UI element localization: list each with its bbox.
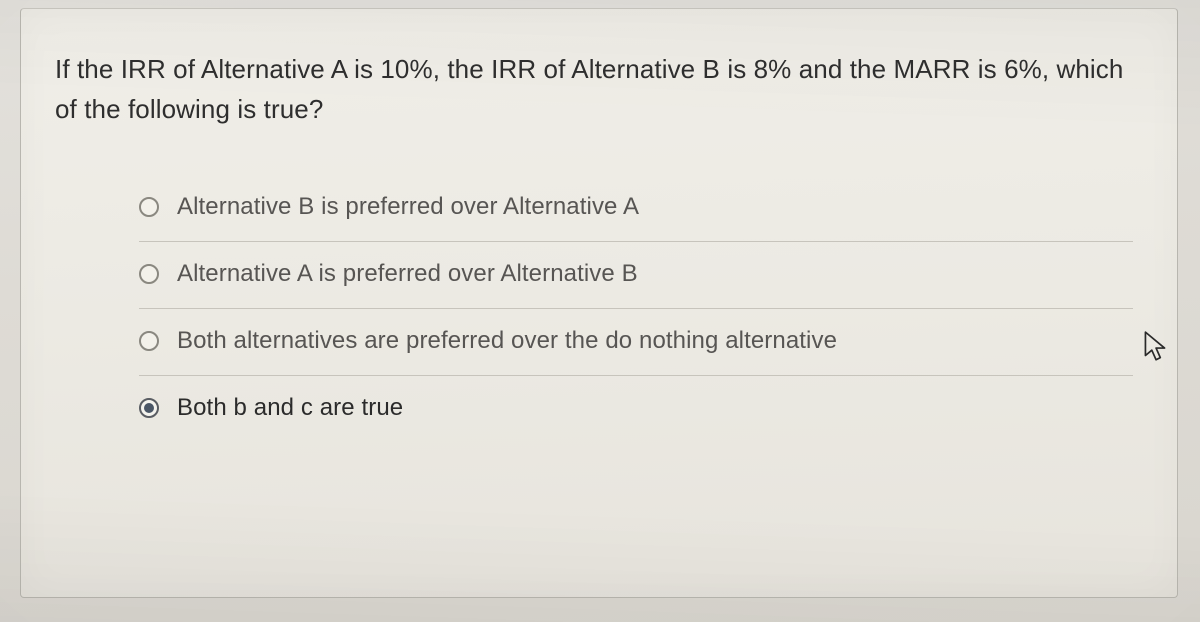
option-label: Both alternatives are preferred over the… bbox=[177, 327, 837, 355]
radio-icon[interactable] bbox=[139, 197, 159, 217]
option-b[interactable]: Alternative A is preferred over Alternat… bbox=[139, 241, 1133, 308]
option-c[interactable]: Both alternatives are preferred over the… bbox=[139, 308, 1133, 375]
radio-icon[interactable] bbox=[139, 331, 159, 351]
radio-icon[interactable] bbox=[139, 398, 159, 418]
options-group: Alternative B is preferred over Alternat… bbox=[55, 186, 1143, 442]
option-label: Both b and c are true bbox=[177, 394, 403, 422]
question-card: If the IRR of Alternative A is 10%, the … bbox=[20, 8, 1178, 598]
screen: If the IRR of Alternative A is 10%, the … bbox=[0, 0, 1200, 622]
option-label: Alternative A is preferred over Alternat… bbox=[177, 260, 638, 288]
option-d[interactable]: Both b and c are true bbox=[139, 375, 1133, 442]
cursor-icon bbox=[1142, 330, 1168, 364]
radio-icon[interactable] bbox=[139, 264, 159, 284]
option-a[interactable]: Alternative B is preferred over Alternat… bbox=[139, 186, 1133, 241]
option-label: Alternative B is preferred over Alternat… bbox=[177, 193, 639, 221]
question-text: If the IRR of Alternative A is 10%, the … bbox=[55, 49, 1143, 130]
